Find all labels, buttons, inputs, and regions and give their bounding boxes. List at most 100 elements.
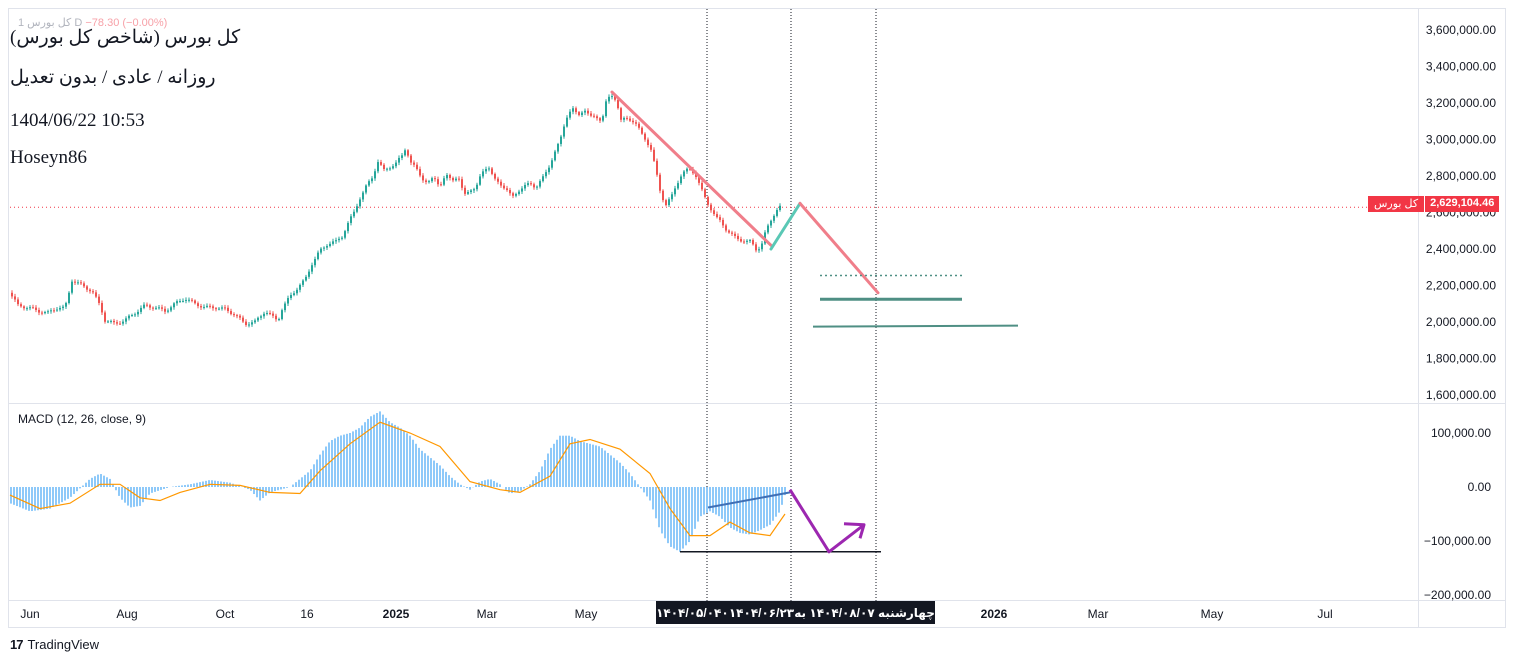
candle-body <box>539 181 541 187</box>
candle-body <box>392 166 394 169</box>
candle-body <box>401 155 403 158</box>
candle-body <box>407 150 409 156</box>
price-axis: 3,600,000.00 3,400,000.00 3,200,000.00 3,00… <box>1426 23 1496 402</box>
candle-body <box>68 292 70 304</box>
candle-body <box>533 184 535 188</box>
candle-body <box>569 111 571 118</box>
candle-body <box>761 243 763 250</box>
candle-body <box>218 308 220 310</box>
price-tick-label: 3,400,000.00 <box>1426 60 1496 74</box>
tradingview-watermark: TradingView <box>27 637 100 652</box>
candle-body <box>323 247 325 249</box>
candle-body <box>383 164 385 169</box>
candle-body <box>416 164 418 170</box>
candle-body <box>266 312 268 314</box>
candle-body <box>197 303 199 307</box>
topline-change: −78.30 (−0.00%) <box>85 17 168 29</box>
candle-body <box>377 162 379 172</box>
candle-body <box>50 310 52 312</box>
candle-body <box>749 240 751 242</box>
candle-body <box>515 193 517 196</box>
candle-body <box>593 115 595 117</box>
candle-body <box>752 240 754 245</box>
candle-body <box>701 182 703 190</box>
candle-body <box>305 276 307 281</box>
candle-body <box>671 194 673 200</box>
pane-separators <box>9 9 1505 627</box>
candle-body <box>755 244 757 251</box>
candle-body <box>209 305 211 307</box>
candle-body <box>320 248 322 253</box>
candle-body <box>776 210 778 216</box>
candle-body <box>434 178 436 180</box>
candle-body <box>359 199 361 207</box>
candle-body <box>476 184 478 190</box>
candle-body <box>134 314 136 316</box>
candle-body <box>404 150 406 156</box>
downtrend-line <box>610 90 773 247</box>
candle-body <box>332 241 334 244</box>
candle-body <box>455 178 457 181</box>
candle-body <box>398 157 400 163</box>
candle-body <box>461 179 463 188</box>
candle-body <box>152 307 154 309</box>
candle-body <box>257 317 259 321</box>
candle-body <box>380 162 382 165</box>
candle-body <box>158 307 160 309</box>
macd-drawings[interactable] <box>680 488 881 554</box>
candle-body <box>770 220 772 226</box>
candle-body <box>164 308 166 312</box>
time-tick-label: 16 <box>300 607 314 621</box>
candle-body <box>557 143 559 152</box>
candle-body <box>668 199 670 206</box>
candle-body <box>269 312 271 314</box>
candle-body <box>221 307 223 309</box>
macd-tick-label: −200,000.00 <box>1424 588 1491 602</box>
macd-legend[interactable]: MACD (12, 26, close, 9) <box>18 412 147 426</box>
candle-body <box>728 230 730 233</box>
candle-body <box>575 108 577 113</box>
projected-up-leg <box>769 201 802 251</box>
candle-body <box>566 117 568 127</box>
candle-body <box>608 96 610 102</box>
candle-body <box>110 320 112 322</box>
trend-drawings[interactable] <box>610 90 1019 328</box>
candle-body <box>314 259 316 266</box>
candle-body <box>674 188 676 195</box>
candle-body <box>554 151 556 161</box>
candle-body <box>167 310 169 312</box>
candle-body <box>422 175 424 181</box>
candle-body <box>719 217 721 220</box>
candle-body <box>38 309 40 313</box>
macd-projection-arrow <box>788 488 865 554</box>
candle-body <box>479 176 481 185</box>
candle-body <box>230 311 232 315</box>
candle-body <box>713 210 715 215</box>
candle-body <box>590 113 592 116</box>
macd-tick-label: 100,000.00 <box>1431 426 1491 440</box>
candle-body <box>614 96 616 100</box>
candle-body <box>599 118 601 121</box>
candle-body <box>680 176 682 184</box>
price-tick-label: 3,000,000.00 <box>1426 133 1496 147</box>
time-axis: Jun Aug Oct 16 2025 Mar May 2026 Mar May Jul <box>20 607 1332 621</box>
date-range-box: ۱۴۰۴/۰۵/۰۴۰ ۱۴۰۴/۰۶/۲۳ چهارشنبه ۱۴۰۴/۰۸/… <box>656 601 935 624</box>
candle-body <box>20 304 22 307</box>
candle-body <box>122 321 124 324</box>
candle-body <box>53 310 55 312</box>
candle-body <box>653 149 655 161</box>
candle-body <box>581 112 583 116</box>
tradingview-logo[interactable]: 17 TradingView <box>10 637 99 652</box>
macd-arrow-head-icon <box>843 522 866 539</box>
time-tick-label: May <box>1201 607 1224 621</box>
candle-body <box>242 317 244 322</box>
candle-body <box>326 246 328 248</box>
candle-body <box>587 110 589 114</box>
price-candles <box>11 93 781 328</box>
chart-frame[interactable] <box>8 8 1506 628</box>
time-tick-label: 2025 <box>383 607 410 621</box>
candle-body <box>374 171 376 179</box>
candle-body <box>185 299 187 301</box>
macd-signal-line <box>9 421 786 537</box>
